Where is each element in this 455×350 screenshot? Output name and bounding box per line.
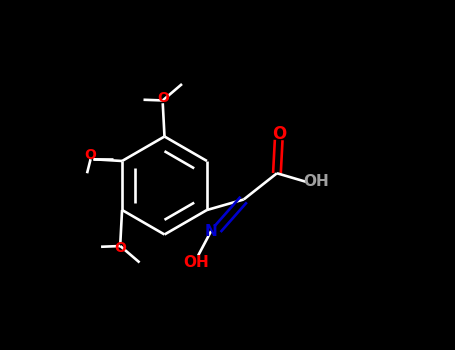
Text: N: N [205,224,217,238]
Text: O: O [114,241,126,255]
Text: OH: OH [303,174,329,189]
Text: O: O [157,91,169,105]
Text: O: O [85,148,96,162]
Text: OH: OH [183,255,209,270]
Text: O: O [272,125,287,143]
